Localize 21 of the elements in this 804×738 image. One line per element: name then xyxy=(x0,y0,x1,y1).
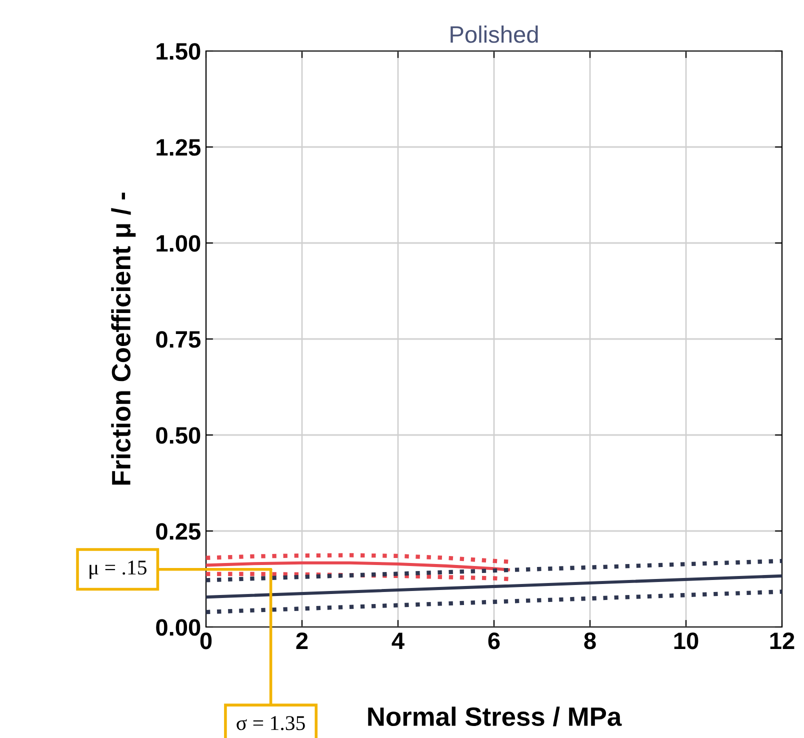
x-tick-label: 6 xyxy=(488,632,500,650)
x-axis-title: Normal Stress / MPa xyxy=(368,706,622,726)
line-series xyxy=(206,553,510,564)
y-tick-label: 0.75 xyxy=(156,331,200,348)
y-tick-label: 1.25 xyxy=(156,139,200,156)
y-tick-label: 1.50 xyxy=(156,43,200,60)
x-tick-label: 4 xyxy=(392,632,404,649)
y-tick-label: 0.50 xyxy=(156,427,200,444)
x-tick-label: 8 xyxy=(584,632,596,650)
chart-title: Polished xyxy=(450,26,538,43)
annotation: μ = .15 xyxy=(90,560,146,579)
y-axis-title: Friction Coefficient μ / - xyxy=(111,192,136,485)
y-tick-label: 0.25 xyxy=(156,523,200,540)
y-tick-label: 1.00 xyxy=(156,235,200,252)
line-series xyxy=(206,561,510,572)
x-tick-label: 2 xyxy=(296,632,308,649)
x-tick-label: 12 xyxy=(770,632,794,649)
y-tick-label: 0.00 xyxy=(156,619,200,636)
x-tick-label: 0 xyxy=(200,632,212,650)
x-tick-label: 10 xyxy=(674,632,698,650)
annotation: σ = 1.35 xyxy=(236,716,305,730)
